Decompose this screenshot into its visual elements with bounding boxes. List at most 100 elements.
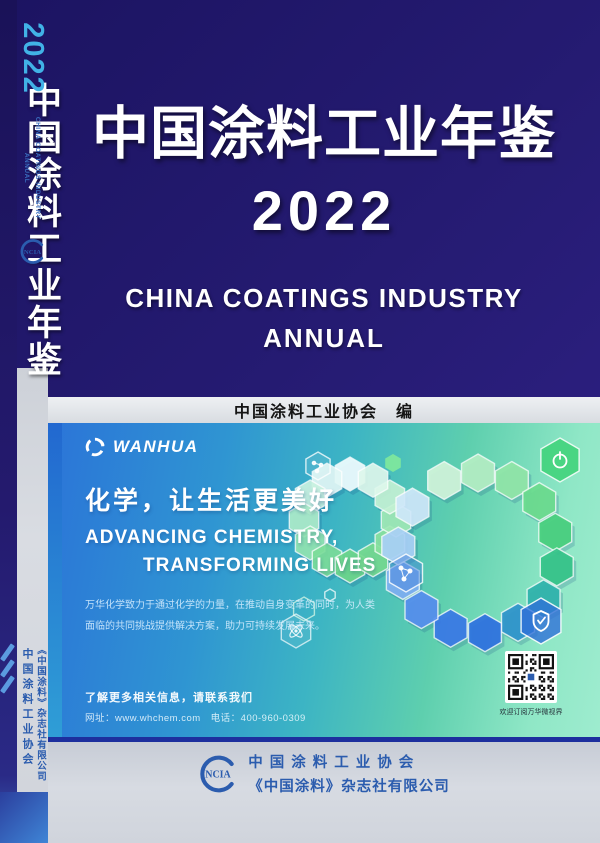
qr-module — [549, 693, 552, 696]
qr-module — [547, 693, 550, 696]
qr-module — [551, 695, 554, 698]
hex-prism — [471, 617, 505, 656]
qr-module — [521, 675, 524, 679]
qr-module — [538, 693, 541, 696]
qr-module — [534, 662, 537, 665]
qr-module — [540, 693, 544, 696]
wanhua-swirl-icon — [85, 437, 105, 457]
qr-module — [523, 680, 526, 683]
qr-module — [534, 697, 537, 700]
ad-contact-line2: 网址：www.whchem.com 电话：400-960-0309 — [85, 713, 306, 724]
qr-module — [532, 684, 535, 687]
qr-module — [543, 671, 546, 674]
qr-module — [551, 697, 554, 700]
qr-module — [529, 660, 533, 663]
publisher-block: NCIA 中国涂料工业协会 《中国涂料》杂志社有限公司 — [48, 751, 600, 796]
qr-module — [551, 680, 554, 683]
qr-module — [525, 662, 528, 665]
qr-module — [540, 697, 544, 700]
hex-prism — [395, 487, 430, 527]
qr-module — [543, 695, 546, 698]
hex-prism — [464, 458, 498, 496]
qr-module — [540, 689, 544, 692]
qr-module — [534, 689, 537, 692]
publisher-footer: NCIA 中国涂料工业协会 《中国涂料》杂志社有限公司 — [48, 742, 600, 843]
qr-module — [516, 671, 519, 674]
qr-module — [525, 695, 528, 698]
hex-prism — [380, 502, 412, 538]
qr-module — [543, 697, 546, 700]
ad-slogan-en-line2: TRANSFORMING LIVES — [143, 555, 377, 576]
qr-module — [538, 678, 541, 681]
hex-prism — [433, 608, 468, 649]
hex-prism — [504, 607, 538, 646]
hex-prism — [538, 512, 573, 553]
qr-module — [547, 686, 550, 690]
hex-prism — [427, 460, 462, 501]
qr-module — [525, 686, 528, 690]
hex-prism — [543, 551, 577, 590]
qr-module — [547, 675, 550, 679]
spine-year: 2022 — [17, 22, 50, 95]
book-title-en-line2: ANNUAL — [263, 323, 385, 353]
qr-module — [540, 684, 544, 687]
qr-module — [549, 689, 552, 692]
hex-prism — [357, 462, 389, 499]
qr-module — [547, 684, 550, 687]
qr-module — [551, 689, 554, 692]
qr-module — [547, 695, 550, 698]
hex-prism — [305, 451, 331, 481]
qr-module — [532, 658, 535, 661]
qr-module — [549, 671, 552, 674]
qr-module — [525, 689, 528, 692]
qr-module — [523, 671, 526, 674]
hex-prism — [539, 547, 574, 587]
qr-module — [549, 680, 552, 683]
qr-module — [512, 675, 515, 679]
hex-prism — [338, 461, 368, 495]
qr-module — [525, 697, 528, 700]
spine-label-strip — [17, 368, 48, 792]
qr-module — [532, 689, 535, 692]
hex-prism — [378, 484, 408, 518]
qr-module — [538, 695, 541, 698]
qr-module — [534, 669, 537, 672]
qr-module — [540, 671, 544, 674]
hex-prism — [384, 507, 414, 541]
qr-module — [512, 678, 515, 681]
qr-module — [549, 675, 552, 679]
qr-module — [516, 680, 519, 683]
cover-left-gutter — [48, 423, 62, 737]
qr-module — [543, 689, 546, 692]
hex-prism — [494, 460, 529, 501]
hex-prism — [460, 453, 496, 493]
wanhua-logo: WANHUA — [84, 436, 199, 458]
power-icon — [552, 451, 568, 469]
ncia-logo-icon: NCIA — [19, 238, 46, 265]
book-title-zh: 中国涂料工业年鉴 — [92, 102, 556, 166]
qr-module — [529, 686, 533, 690]
shield-check-icon — [532, 610, 550, 632]
hex-prism — [541, 517, 575, 556]
qr-module — [551, 686, 554, 690]
hex-prism — [374, 479, 406, 515]
hex-prism — [530, 583, 563, 622]
hex-prism — [389, 565, 423, 604]
hex-prism — [374, 525, 406, 561]
qr-module — [527, 673, 535, 681]
spine-publisher-name: 《中国涂料》杂志社有限公司 — [35, 645, 46, 782]
hex-prism — [408, 594, 441, 633]
ad-contact-line1: 了解更多相关信息，请联系我们 — [85, 692, 253, 704]
spine-bottom-gradient — [0, 792, 48, 843]
qr-module — [534, 686, 537, 690]
qr-module — [523, 675, 526, 679]
wanhua-ad-panel: WANHUA 化学，让生活更美好 ADVANCING CHEMISTRY, TR… — [48, 423, 600, 742]
spine-left-band — [0, 0, 17, 843]
qr-module — [514, 675, 517, 679]
qr-module — [514, 671, 517, 674]
qr-module — [514, 680, 517, 683]
qr-module — [543, 680, 546, 683]
hex-prism — [498, 465, 532, 504]
spine-decor-stripe — [0, 643, 15, 662]
qr-module — [532, 654, 535, 657]
